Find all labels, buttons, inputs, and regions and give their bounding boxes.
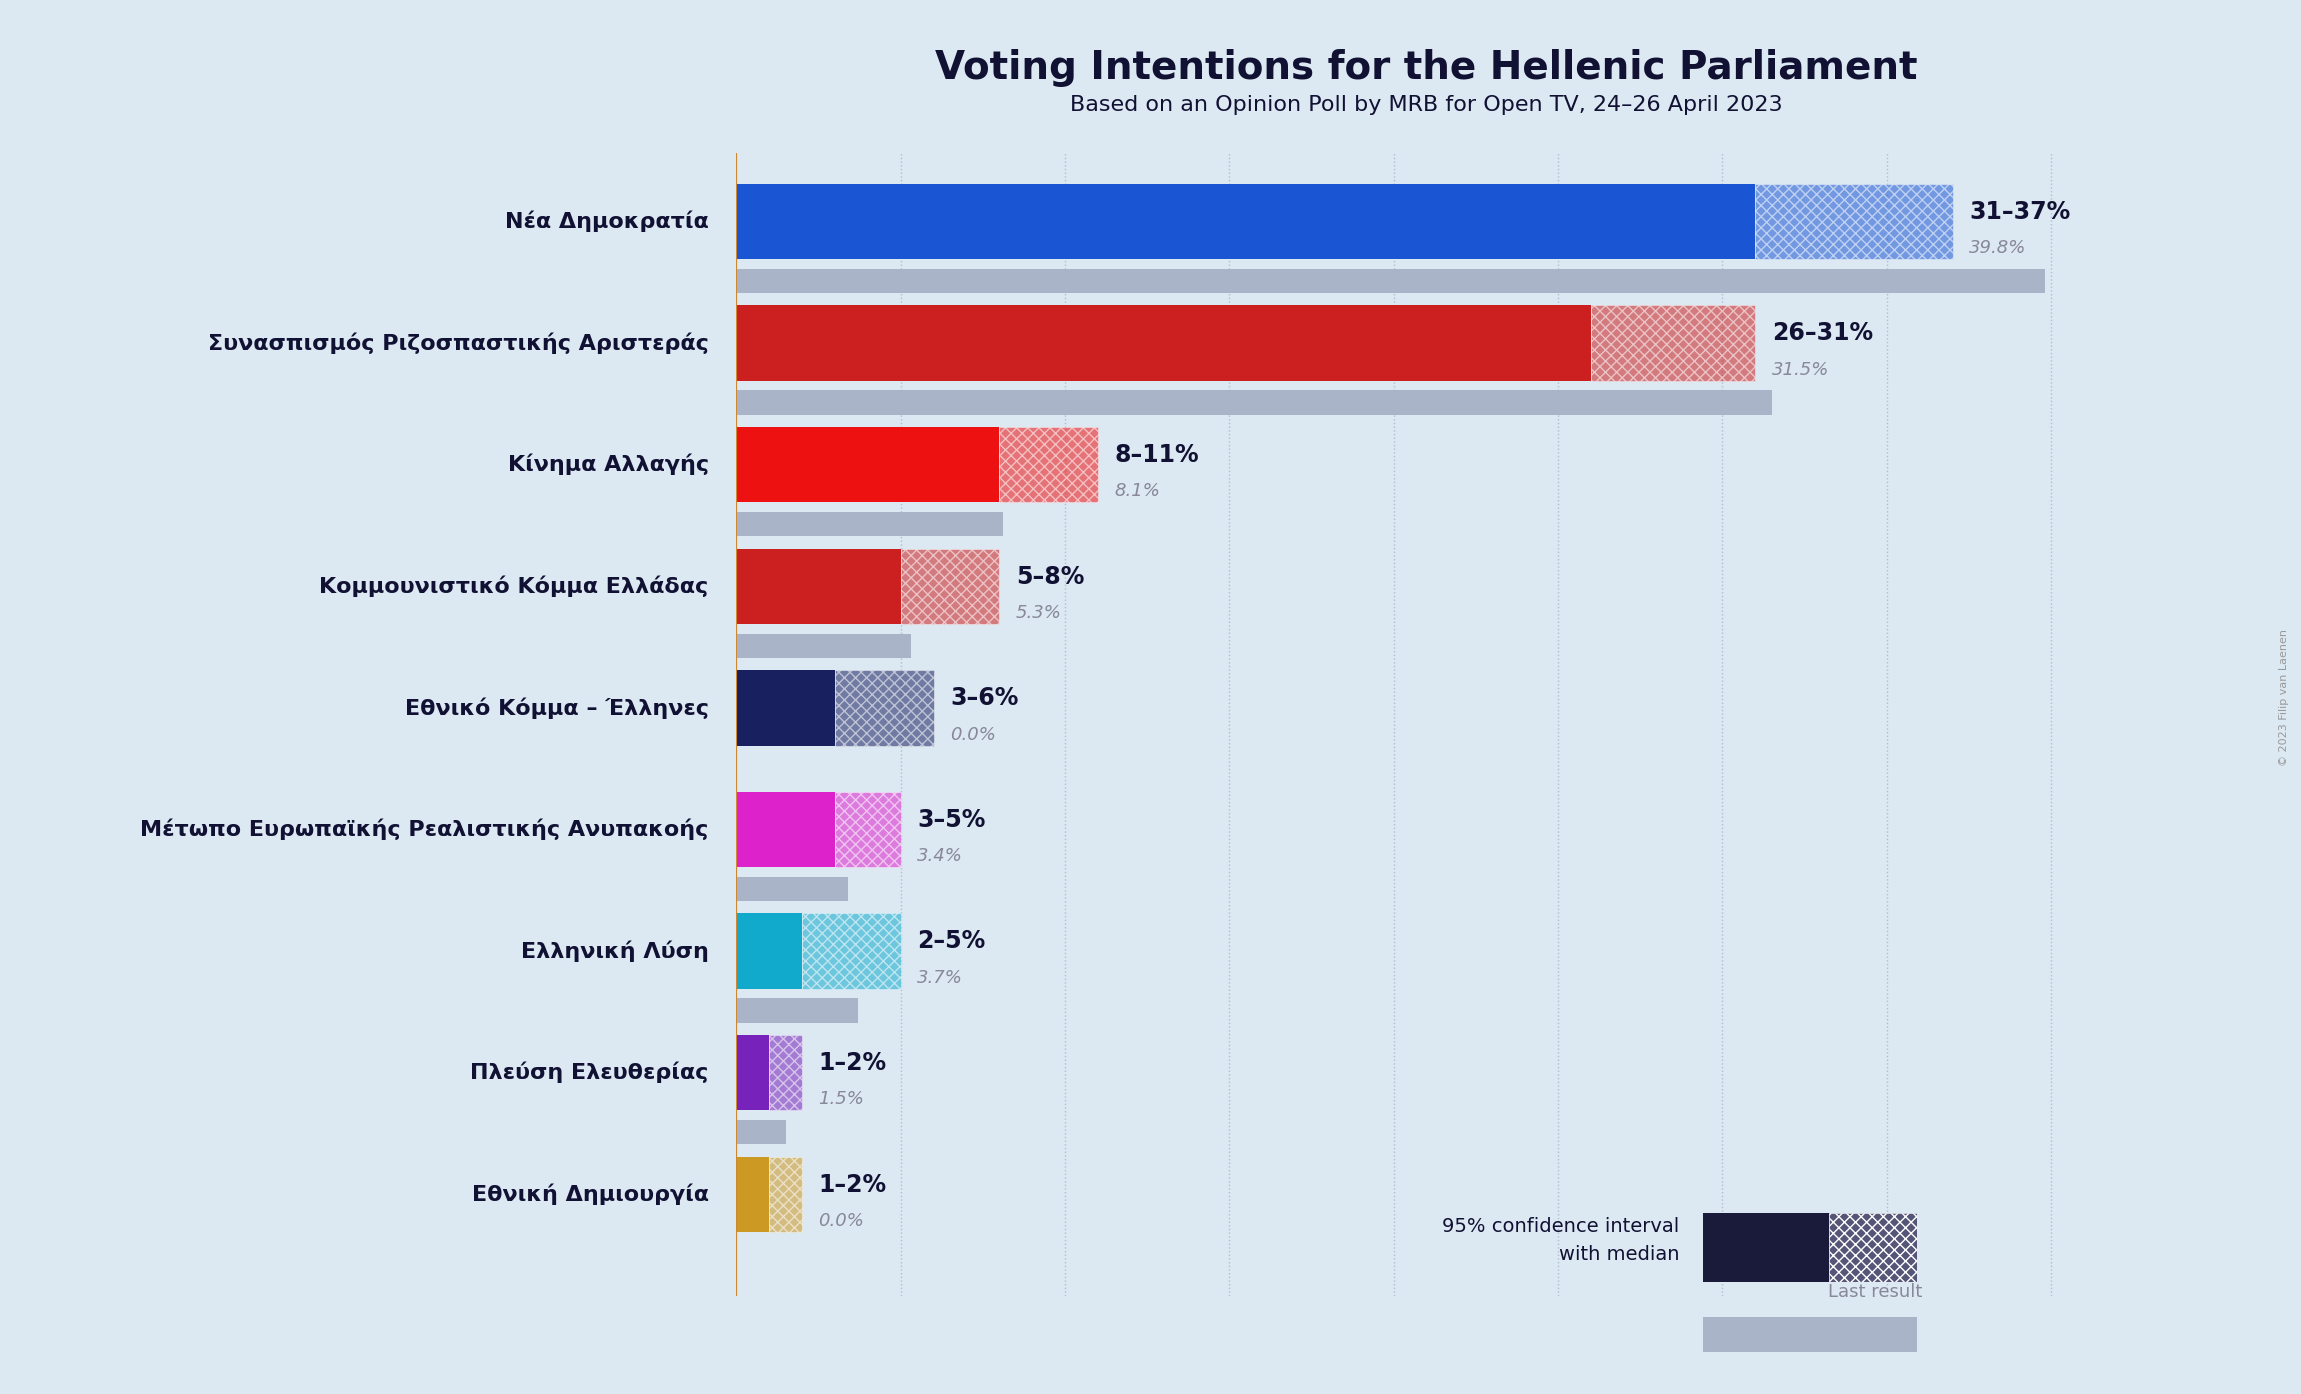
Text: Κίνημα Αλλαγής: Κίνημα Αλλαγής — [509, 454, 709, 475]
Bar — [736, 1121, 785, 1144]
Text: 31.5%: 31.5% — [1772, 361, 1829, 379]
Text: 3–6%: 3–6% — [950, 686, 1019, 710]
Text: Ελληνική Λύση: Ελληνική Λύση — [520, 941, 709, 962]
Text: 1–2%: 1–2% — [819, 1172, 886, 1196]
Text: Εθνικό Κόμμα – Έλληνες: Εθνικό Κόμμα – Έλληνες — [405, 697, 709, 718]
Bar — [769, 1157, 803, 1232]
Text: Πλεύση Ελευθερίας: Πλεύση Ελευθερίας — [469, 1062, 709, 1083]
Bar — [900, 549, 999, 625]
Bar — [736, 269, 2046, 293]
Bar — [835, 792, 900, 867]
Text: 3.7%: 3.7% — [918, 969, 964, 987]
Bar — [736, 390, 1772, 415]
Bar — [769, 1034, 803, 1111]
Text: with median: with median — [1560, 1245, 1680, 1264]
Text: Συνασπισμός Ριζοσπαστικής Αριστεράς: Συνασπισμός Ριζοσπαστικής Αριστεράς — [207, 332, 709, 354]
Text: 8.1%: 8.1% — [1114, 482, 1160, 500]
Text: 1.5%: 1.5% — [819, 1090, 865, 1108]
Text: 1–2%: 1–2% — [819, 1051, 886, 1075]
Bar — [736, 1034, 769, 1111]
Text: Εθνική Δημιουργία: Εθνική Δημιουργία — [472, 1184, 709, 1204]
Text: 2–5%: 2–5% — [918, 930, 985, 953]
Bar — [803, 913, 900, 988]
Text: 5–8%: 5–8% — [1015, 565, 1084, 588]
Text: Last result: Last result — [1827, 1284, 1924, 1301]
Bar — [736, 671, 835, 746]
Text: 5.3%: 5.3% — [1015, 604, 1061, 622]
Bar — [736, 998, 858, 1023]
Text: 95% confidence interval: 95% confidence interval — [1443, 1217, 1680, 1236]
Text: 0.0%: 0.0% — [950, 726, 996, 743]
Bar — [736, 634, 911, 658]
Text: 8–11%: 8–11% — [1114, 443, 1199, 467]
Text: 0.0%: 0.0% — [819, 1211, 865, 1230]
Bar — [999, 427, 1098, 502]
Bar — [736, 305, 1590, 381]
Bar — [736, 1157, 769, 1232]
Bar — [736, 792, 835, 867]
Text: © 2023 Filip van Laenen: © 2023 Filip van Laenen — [2280, 629, 2289, 765]
Text: 39.8%: 39.8% — [1970, 240, 2027, 256]
Text: Nέα Δημοκρατία: Nέα Δημοκρατία — [504, 210, 709, 233]
Text: Based on an Opinion Poll by MRB for Open TV, 24–26 April 2023: Based on an Opinion Poll by MRB for Open… — [1070, 95, 1783, 114]
Bar — [736, 913, 803, 988]
Bar — [835, 671, 934, 746]
Bar — [736, 877, 849, 901]
Text: Κομμουνιστικό Κόμμα Ελλάδας: Κομμουνιστικό Κόμμα Ελλάδας — [320, 576, 709, 597]
Bar — [736, 427, 999, 502]
Text: 3–5%: 3–5% — [918, 807, 985, 832]
Bar — [736, 184, 1756, 259]
Text: Μέτωπο Ευρωπαϊκής Ρεαλιστικής Ανυπακοής: Μέτωπο Ευρωπαϊκής Ρεαλιστικής Ανυπακοής — [140, 818, 709, 841]
Text: Voting Intentions for the Hellenic Parliament: Voting Intentions for the Hellenic Parli… — [937, 49, 1917, 86]
Text: 3.4%: 3.4% — [918, 848, 964, 866]
Bar — [736, 549, 900, 625]
Text: 26–31%: 26–31% — [1772, 321, 1873, 346]
Text: 31–37%: 31–37% — [1970, 199, 2071, 223]
Bar — [1590, 305, 1756, 381]
Bar — [1756, 184, 1954, 259]
Bar — [736, 512, 1003, 537]
